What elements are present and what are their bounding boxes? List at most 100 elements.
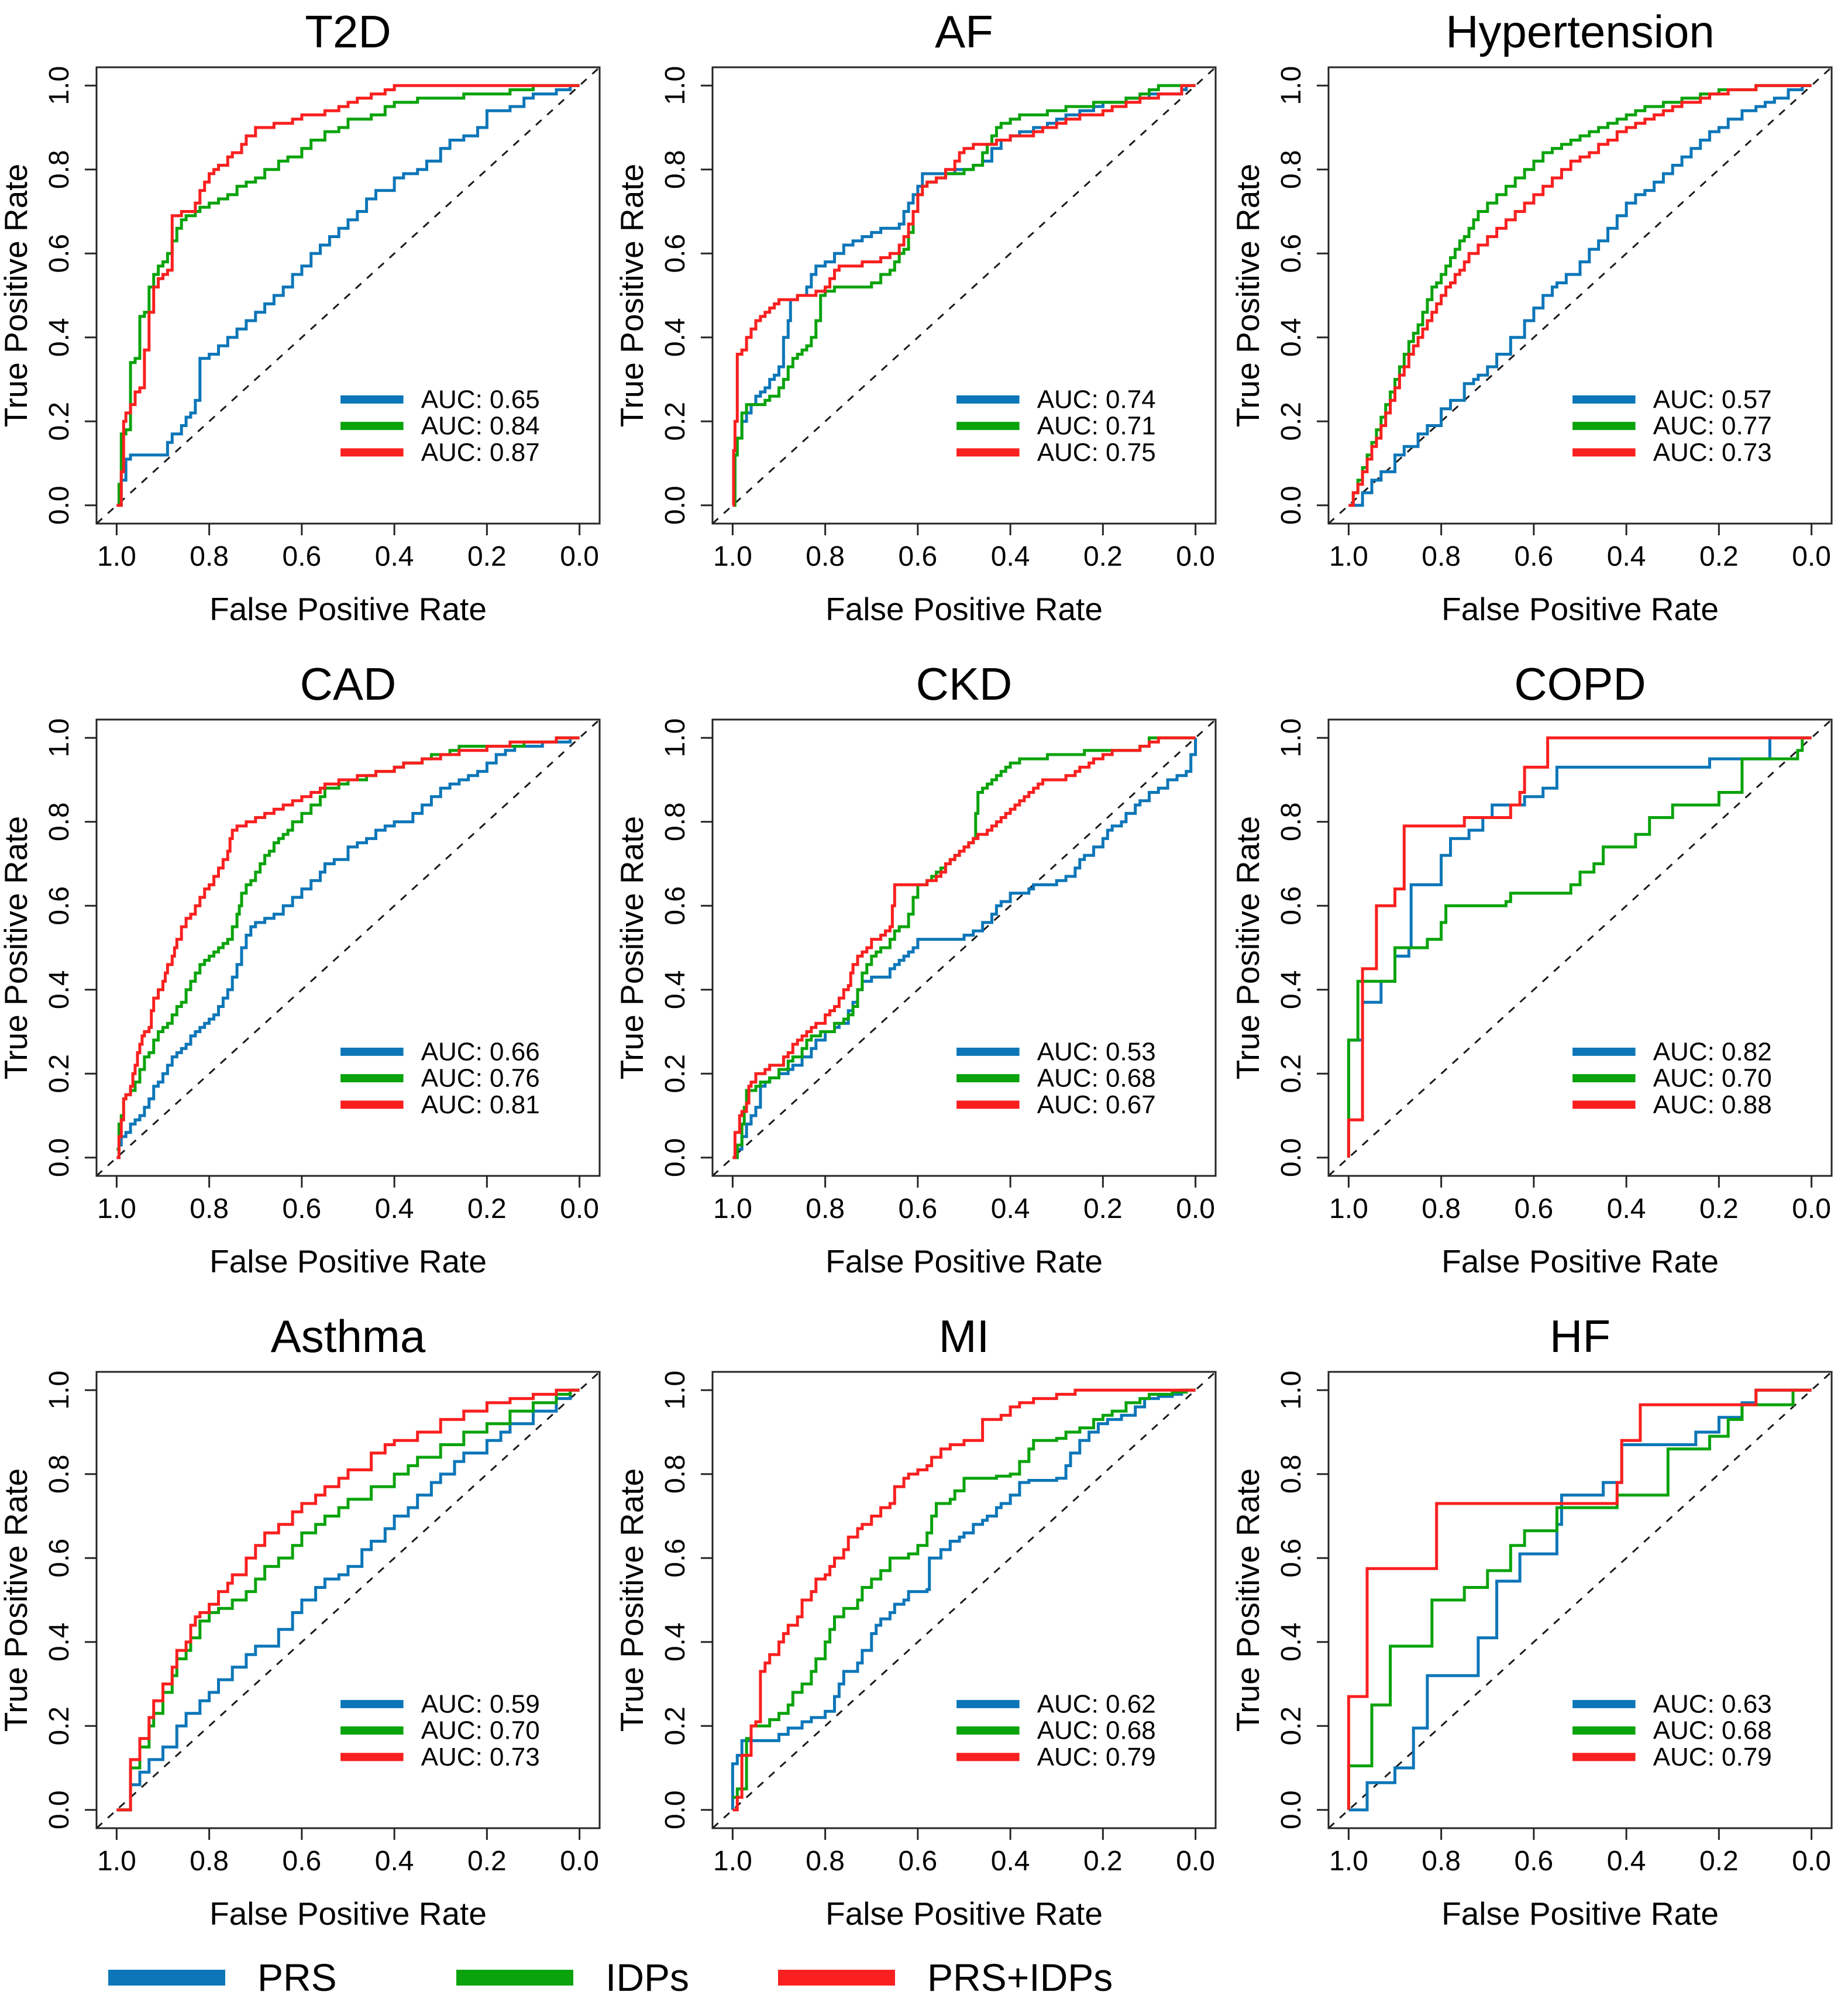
x-axis-title: False Positive Rate: [825, 1243, 1103, 1279]
y-tick-label: 0.0: [660, 1790, 691, 1829]
auc-legend-swatch-idps: [956, 1726, 1020, 1735]
y-tick-label: 1.0: [1276, 1371, 1307, 1410]
chance-diagonal: [711, 1371, 1217, 1829]
y-tick-label: 0.4: [660, 318, 691, 357]
x-tick-label: 1.0: [713, 1846, 752, 1877]
x-tick-label: 0.2: [467, 1846, 507, 1877]
x-tick-label: 0.0: [1792, 1193, 1831, 1224]
chance-diagonal: [95, 66, 601, 525]
x-tick-label: 0.6: [899, 1193, 938, 1224]
auc-label: AUC: 0.73: [421, 1743, 540, 1771]
y-tick-label: 0.6: [44, 886, 75, 925]
roc-curve-prs-idps: [732, 736, 1196, 1160]
y-tick-label: 1.0: [1276, 66, 1307, 105]
x-tick-label: 1.0: [97, 1193, 136, 1224]
x-tick-label: 0.2: [1699, 1846, 1739, 1877]
auc-legend-swatch-prs: [1572, 1047, 1636, 1056]
auc-label: AUC: 0.53: [1037, 1037, 1156, 1066]
x-tick-label: 0.0: [1792, 1846, 1831, 1877]
x-tick-label: 0.0: [560, 541, 599, 572]
auc-label: AUC: 0.67: [1037, 1090, 1156, 1119]
x-tick-label: 0.2: [1699, 1193, 1739, 1224]
roc-curve-prs: [1348, 1388, 1812, 1812]
y-axis-title: True Positive Rate: [1232, 164, 1266, 427]
auc-legend-swatch-idps: [956, 1074, 1020, 1083]
y-tick-label: 0.4: [1276, 1622, 1307, 1661]
plot-box: [711, 1371, 1217, 1829]
panel-title: Hypertension: [1446, 6, 1715, 57]
plot-box: [95, 66, 601, 525]
x-tick-label: 0.4: [1607, 1846, 1646, 1877]
y-tick-label: 0.8: [660, 150, 691, 189]
x-tick-label: 0.0: [1792, 541, 1831, 572]
y-tick-label: 0.0: [44, 1790, 75, 1829]
chance-diagonal: [95, 1371, 601, 1829]
y-tick-label: 0.6: [1276, 1539, 1307, 1578]
auc-label: AUC: 0.81: [421, 1090, 540, 1119]
roc-curve-prs-idps: [1347, 1388, 1812, 1810]
panel-title: COPD: [1514, 658, 1646, 710]
legend-item-idps: IDPs: [456, 1957, 689, 1998]
x-tick-label: 0.8: [806, 1846, 845, 1877]
auc-label: AUC: 0.65: [421, 385, 540, 414]
auc-label: AUC: 0.76: [421, 1064, 540, 1093]
y-tick-label: 1.0: [660, 66, 691, 105]
auc-legend-swatch-idps: [340, 1726, 404, 1735]
x-tick-label: 0.6: [283, 541, 322, 572]
auc-legend-swatch-prs-idps: [340, 1753, 404, 1761]
roc-plot: 1.0 0.8 0.6 0.4 0.2 0.0 0.0 0.2 0.4 0.6 0.8 1.0 Fals…: [616, 66, 1217, 627]
auc-label: AUC: 0.63: [1653, 1690, 1772, 1718]
roc-curve-idps: [1347, 736, 1812, 1158]
y-tick-label: 0.4: [44, 318, 75, 357]
roc-curve-idps: [732, 736, 1196, 1160]
roc-plot: 1.0 0.8 0.6 0.4 0.2 0.0 0.0 0.2 0.4 0.6 0.8 1.0 Fals…: [1232, 718, 1833, 1279]
auc-legend-swatch-prs: [1572, 1699, 1636, 1708]
plot-box: [95, 718, 601, 1177]
y-tick-label: 0.2: [44, 1054, 75, 1093]
auc-legend-swatch-prs: [340, 1047, 404, 1056]
roc-panel-ckd: CKD 1.0 0.8 0.6 0.4 0.2 0.0 0.0 0.2 0.4 0.6 0.8 1.0…: [616, 652, 1232, 1305]
y-tick-label: 1.0: [44, 66, 75, 105]
auc-label: AUC: 0.68: [1653, 1716, 1772, 1745]
y-tick-label: 1.0: [660, 1371, 691, 1410]
chance-diagonal: [711, 718, 1217, 1177]
y-tick-label: 0.8: [660, 1454, 691, 1494]
y-tick-label: 0.8: [44, 802, 75, 841]
panel-title: HF: [1550, 1310, 1610, 1362]
legend-item-prs-idps: PRS+IDPs: [778, 1957, 1113, 1998]
x-axis-title: False Positive Rate: [1441, 591, 1719, 627]
roc-plot: 1.0 0.8 0.6 0.4 0.2 0.0 0.0 0.2 0.4 0.6 0.8 1.0 Fals…: [616, 1371, 1217, 1932]
x-axis-title: False Positive Rate: [1441, 1895, 1719, 1932]
roc-curve-prs-idps: [1347, 736, 1812, 1158]
y-tick-label: 0.4: [660, 1622, 691, 1661]
y-tick-label: 0.6: [660, 234, 691, 273]
auc-label: AUC: 0.66: [421, 1037, 540, 1066]
x-tick-label: 0.8: [806, 541, 845, 572]
auc-legend-swatch-idps: [1572, 1074, 1636, 1083]
y-tick-label: 0.0: [1276, 1138, 1307, 1177]
auc-label: AUC: 0.71: [1037, 412, 1156, 441]
x-tick-label: 1.0: [713, 541, 752, 572]
y-axis-title: True Positive Rate: [616, 816, 650, 1079]
y-tick-label: 0.6: [660, 1539, 691, 1578]
panel-title: Asthma: [270, 1310, 426, 1362]
x-tick-label: 0.4: [991, 1846, 1030, 1877]
auc-label: AUC: 0.73: [1653, 438, 1772, 467]
y-tick-label: 0.0: [44, 486, 75, 525]
y-tick-label: 0.6: [1276, 234, 1307, 273]
y-axis-title: True Positive Rate: [0, 816, 34, 1079]
y-tick-label: 0.0: [44, 1138, 75, 1177]
roc-plot: 1.0 0.8 0.6 0.4 0.2 0.0 0.0 0.2 0.4 0.6 0.8 1.0 Fals…: [1232, 1371, 1833, 1932]
auc-legend-swatch-prs-idps: [1572, 1100, 1636, 1109]
auc-label: AUC: 0.68: [1037, 1716, 1156, 1745]
roc-curve-prs: [732, 738, 1197, 1160]
x-tick-label: 0.0: [560, 1846, 599, 1877]
roc-curve-prs-idps: [116, 736, 580, 1160]
roc-plot: 1.0 0.8 0.6 0.4 0.2 0.0 0.0 0.2 0.4 0.6 0.8 1.0 Fals…: [0, 1371, 601, 1932]
x-tick-label: 0.6: [283, 1193, 322, 1224]
roc-curve-prs: [1348, 84, 1812, 507]
x-tick-label: 0.4: [375, 541, 414, 572]
x-axis-title: False Positive Rate: [825, 1895, 1103, 1932]
auc-legend-swatch-idps: [956, 422, 1020, 431]
legend-label-prs: PRS: [257, 1956, 337, 1999]
